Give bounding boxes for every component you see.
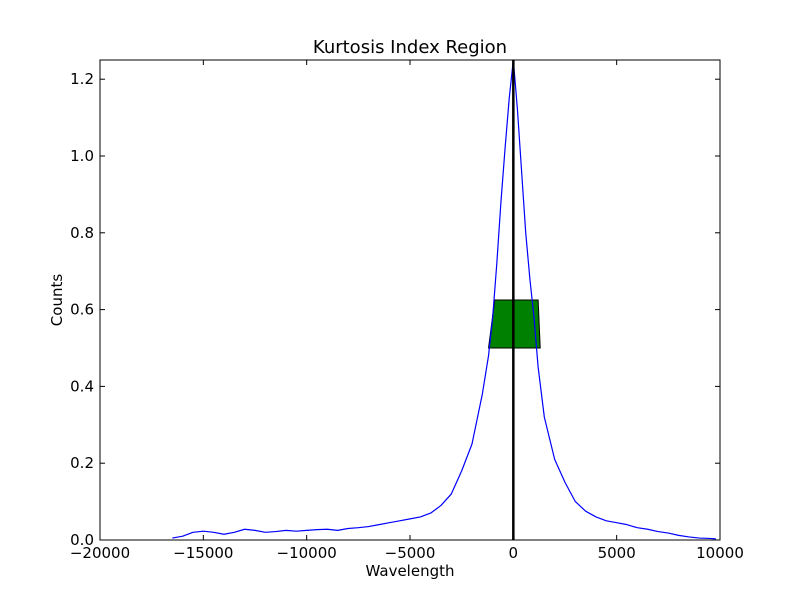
x-axis-ticks: −20000 −15000 −10000 −5000 0 5000 10000	[70, 60, 744, 562]
x-tick-label: 10000	[696, 544, 744, 562]
y-tick-label: 0.2	[70, 454, 94, 472]
y-tick-label: 1.2	[70, 70, 94, 88]
y-tick-label: 0.0	[70, 531, 94, 549]
x-tick-label: 5000	[598, 544, 636, 562]
y-tick-label: 0.6	[70, 301, 94, 319]
chart-title: Kurtosis Index Region	[313, 37, 507, 58]
x-tick-label: −20000	[70, 544, 130, 562]
axes-frame	[100, 60, 720, 540]
x-tick-label: −5000	[385, 544, 436, 562]
y-tick-label: 0.8	[70, 224, 94, 242]
chart-marks	[172, 59, 716, 540]
x-tick-label: −15000	[173, 544, 233, 562]
series-line-0	[172, 59, 716, 540]
y-tick-label: 1.0	[70, 147, 94, 165]
y-axis-title: Counts	[48, 274, 66, 327]
x-axis-title: Wavelength	[366, 562, 455, 580]
x-tick-label: −10000	[277, 544, 337, 562]
y-axis-ticks: 0.0 0.2 0.4 0.6 0.8 1.0 1.2	[70, 70, 720, 549]
x-tick-label: 0	[509, 544, 519, 562]
y-tick-label: 0.4	[70, 377, 94, 395]
plot-area	[99, 59, 721, 541]
